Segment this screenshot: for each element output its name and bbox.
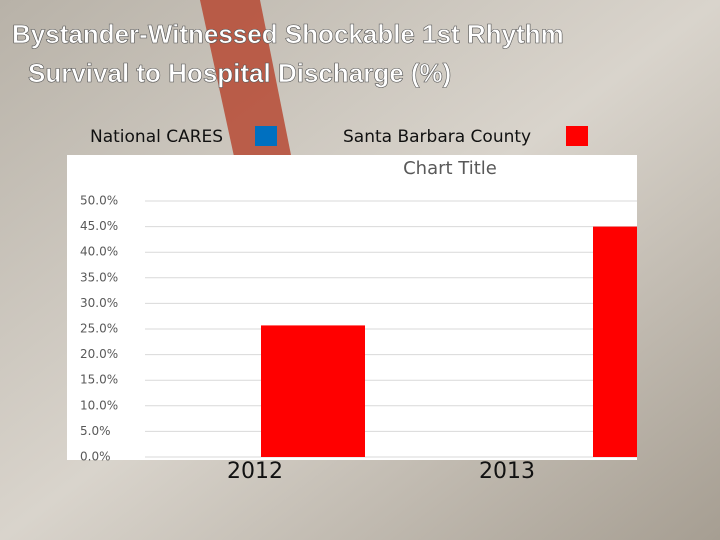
- bar: [593, 226, 637, 457]
- bar: [261, 325, 365, 457]
- legend-label: Santa Barbara County: [343, 127, 531, 147]
- y-tick-label: 20.0%: [80, 347, 118, 361]
- plot: [145, 200, 637, 458]
- y-tick-label: 30.0%: [80, 296, 118, 310]
- x-tick-label: 2012: [227, 459, 283, 484]
- y-tick-label: 50.0%: [80, 194, 118, 208]
- title-line: Survival to Hospital Discharge (%): [28, 58, 451, 88]
- y-tick-label: 45.0%: [80, 219, 118, 233]
- y-tick-label: 0.0%: [80, 450, 111, 464]
- title-line: Bystander-Witnessed Shockable 1st Rhythm: [12, 19, 564, 49]
- y-tick-label: 10.0%: [80, 398, 118, 412]
- chart-title: Chart Title: [403, 158, 497, 179]
- x-tick-label: 2013: [479, 459, 535, 484]
- legend-swatch: [566, 126, 588, 146]
- y-tick-label: 35.0%: [80, 270, 118, 284]
- y-tick-label: 25.0%: [80, 322, 118, 336]
- legend-swatch: [255, 126, 277, 146]
- y-tick-label: 5.0%: [80, 424, 111, 438]
- y-tick-label: 40.0%: [80, 245, 118, 259]
- legend-label: National CARES: [90, 127, 223, 147]
- y-tick-label: 15.0%: [80, 373, 118, 387]
